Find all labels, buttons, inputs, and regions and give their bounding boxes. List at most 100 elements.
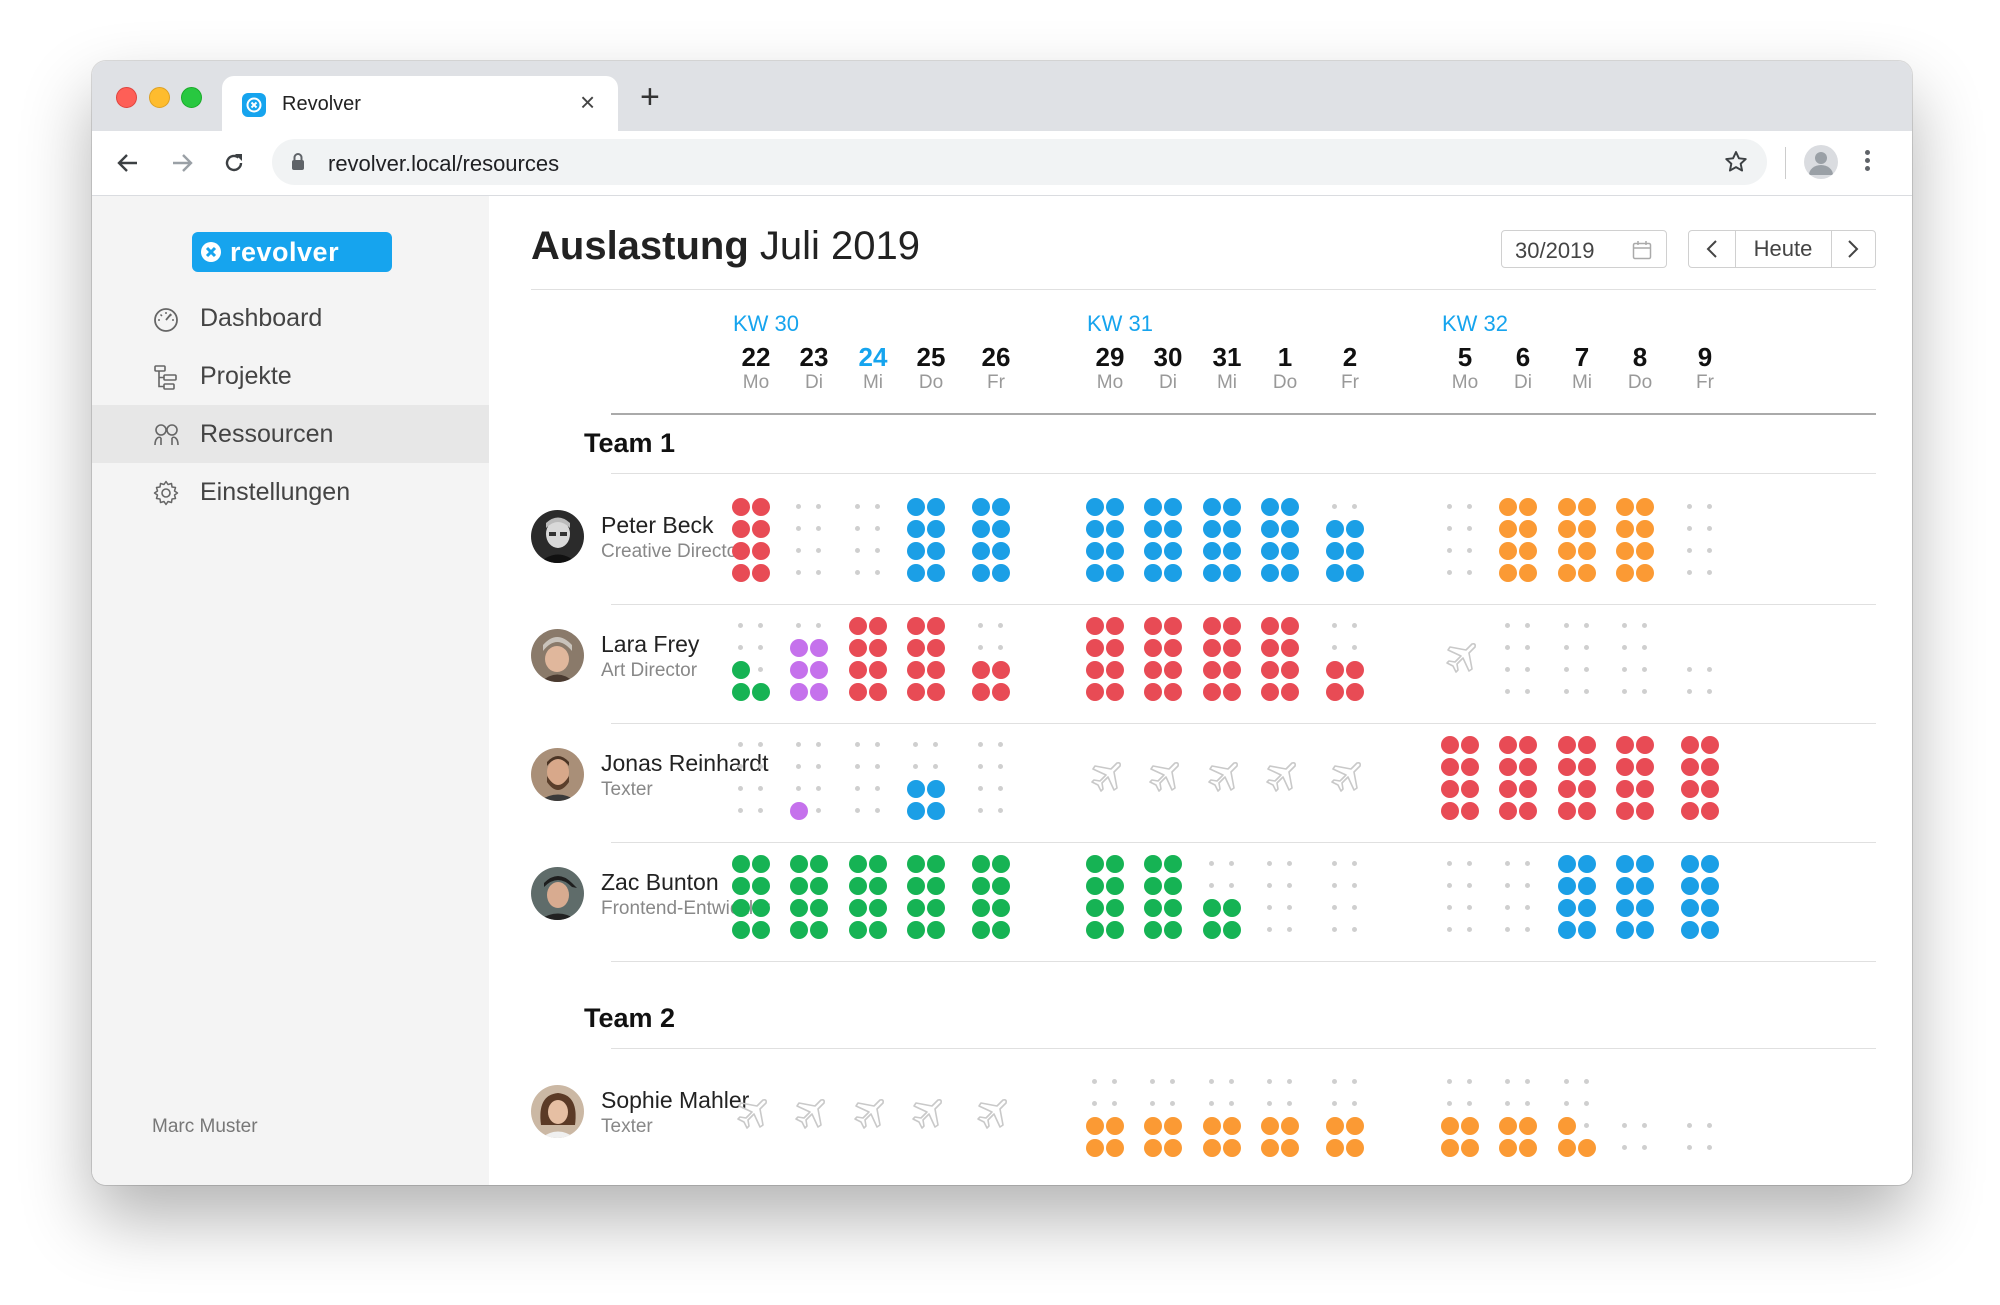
day-header[interactable]: 9 Fr — [1677, 342, 1733, 394]
allocation-cell[interactable] — [1681, 498, 1727, 586]
reload-icon[interactable] — [216, 145, 252, 181]
allocation-cell[interactable] — [1441, 498, 1487, 586]
allocation-cell[interactable] — [1616, 617, 1662, 705]
day-header[interactable]: 22 Mo — [728, 342, 784, 394]
allocation-cell[interactable] — [1681, 1073, 1727, 1161]
week-picker-input[interactable]: 30/2019 — [1501, 230, 1667, 268]
allocation-cell[interactable] — [1681, 617, 1727, 705]
day-header[interactable]: 2 Fr — [1322, 342, 1378, 394]
allocation-cell[interactable] — [849, 617, 895, 705]
day-header[interactable]: 26 Fr — [968, 342, 1024, 394]
vacation-cell[interactable] — [907, 1073, 953, 1161]
vacation-cell[interactable] — [972, 1073, 1018, 1161]
maximize-window-button[interactable] — [181, 87, 202, 108]
day-header[interactable]: 29 Mo — [1082, 342, 1138, 394]
allocation-cell[interactable] — [1681, 736, 1727, 824]
profile-avatar-icon[interactable] — [1804, 145, 1838, 179]
allocation-cell[interactable] — [1261, 1073, 1307, 1161]
allocation-cell[interactable] — [1441, 1073, 1487, 1161]
allocation-cell[interactable] — [790, 855, 836, 943]
allocation-cell[interactable] — [1203, 855, 1249, 943]
allocation-cell[interactable] — [972, 736, 1018, 824]
vacation-cell[interactable] — [1086, 736, 1132, 824]
allocation-cell[interactable] — [1616, 498, 1662, 586]
forward-icon[interactable] — [164, 145, 200, 181]
allocation-cell[interactable] — [1441, 736, 1487, 824]
bookmark-star-icon[interactable] — [1723, 149, 1749, 180]
sidebar-item-ressourcen[interactable]: Ressourcen — [92, 405, 489, 463]
next-week-button[interactable] — [1831, 231, 1875, 267]
day-header[interactable]: 30 Di — [1140, 342, 1196, 394]
allocation-cell[interactable] — [1326, 1073, 1372, 1161]
allocation-cell[interactable] — [1203, 1073, 1249, 1161]
vacation-cell[interactable] — [732, 1073, 778, 1161]
allocation-cell[interactable] — [790, 617, 836, 705]
day-header[interactable]: 31 Mi — [1199, 342, 1255, 394]
allocation-cell[interactable] — [1681, 855, 1727, 943]
allocation-cell[interactable] — [907, 855, 953, 943]
current-user-name[interactable]: Marc Muster — [152, 1116, 258, 1137]
allocation-cell[interactable] — [1616, 736, 1662, 824]
allocation-cell[interactable] — [1558, 736, 1604, 824]
allocation-cell[interactable] — [1441, 855, 1487, 943]
allocation-cell[interactable] — [907, 498, 953, 586]
sidebar-item-projekte[interactable]: Projekte — [92, 347, 489, 405]
day-header[interactable]: 7 Mi — [1554, 342, 1610, 394]
allocation-cell[interactable] — [1326, 498, 1372, 586]
day-header[interactable]: 8 Do — [1612, 342, 1668, 394]
allocation-cell[interactable] — [790, 736, 836, 824]
allocation-cell[interactable] — [1086, 498, 1132, 586]
day-header[interactable]: 24 Mi — [845, 342, 901, 394]
allocation-cell[interactable] — [732, 736, 778, 824]
allocation-cell[interactable] — [732, 617, 778, 705]
allocation-cell[interactable] — [1499, 617, 1545, 705]
allocation-cell[interactable] — [849, 855, 895, 943]
allocation-cell[interactable] — [907, 617, 953, 705]
allocation-cell[interactable] — [1558, 617, 1604, 705]
revolver-logo[interactable]: revolver — [192, 232, 392, 272]
allocation-cell[interactable] — [1144, 617, 1190, 705]
vacation-cell[interactable] — [1203, 736, 1249, 824]
address-bar[interactable]: revolver.local/resources — [272, 139, 1767, 185]
allocation-cell[interactable] — [1499, 1073, 1545, 1161]
vacation-cell[interactable] — [1261, 736, 1307, 824]
allocation-cell[interactable] — [732, 498, 778, 586]
close-window-button[interactable] — [116, 87, 137, 108]
allocation-cell[interactable] — [1144, 855, 1190, 943]
new-tab-icon[interactable]: + — [640, 78, 660, 116]
allocation-cell[interactable] — [972, 498, 1018, 586]
minimize-window-button[interactable] — [149, 87, 170, 108]
allocation-cell[interactable] — [1558, 498, 1604, 586]
allocation-cell[interactable] — [1144, 498, 1190, 586]
back-icon[interactable] — [110, 145, 146, 181]
allocation-cell[interactable] — [1558, 855, 1604, 943]
close-tab-icon[interactable]: × — [580, 87, 596, 117]
allocation-cell[interactable] — [1086, 1073, 1132, 1161]
allocation-cell[interactable] — [1499, 736, 1545, 824]
day-header[interactable]: 1 Do — [1257, 342, 1313, 394]
allocation-cell[interactable] — [1616, 1073, 1662, 1161]
allocation-cell[interactable] — [1326, 617, 1372, 705]
allocation-cell[interactable] — [1203, 617, 1249, 705]
allocation-cell[interactable] — [849, 736, 895, 824]
browser-tab[interactable]: Revolver × — [222, 76, 618, 133]
allocation-cell[interactable] — [972, 855, 1018, 943]
allocation-cell[interactable] — [1326, 855, 1372, 943]
allocation-cell[interactable] — [907, 736, 953, 824]
vacation-cell[interactable] — [1441, 617, 1487, 705]
today-button[interactable]: Heute — [1735, 231, 1832, 267]
browser-menu-icon[interactable] — [1862, 147, 1872, 177]
vacation-cell[interactable] — [790, 1073, 836, 1161]
allocation-cell[interactable] — [1086, 855, 1132, 943]
vacation-cell[interactable] — [1326, 736, 1372, 824]
allocation-cell[interactable] — [1616, 855, 1662, 943]
vacation-cell[interactable] — [1144, 736, 1190, 824]
allocation-cell[interactable] — [1261, 617, 1307, 705]
sidebar-item-einstellungen[interactable]: Einstellungen — [92, 463, 489, 521]
allocation-cell[interactable] — [1558, 1073, 1604, 1161]
allocation-cell[interactable] — [849, 498, 895, 586]
vacation-cell[interactable] — [849, 1073, 895, 1161]
allocation-cell[interactable] — [732, 855, 778, 943]
day-header[interactable]: 5 Mo — [1437, 342, 1493, 394]
sidebar-item-dashboard[interactable]: Dashboard — [92, 289, 489, 347]
